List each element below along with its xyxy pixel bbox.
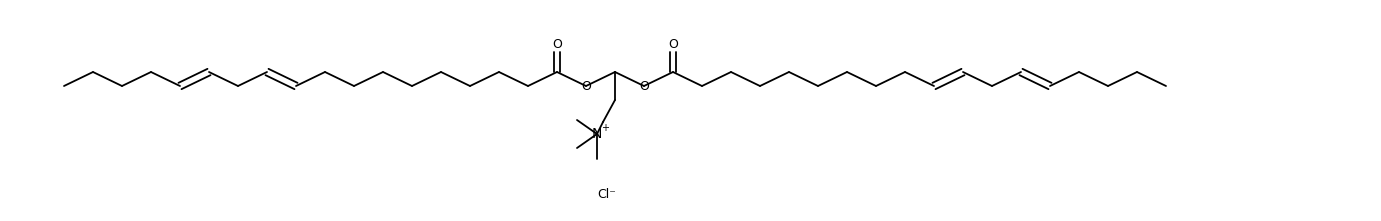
Text: +: + [601,123,609,133]
Text: N: N [592,127,602,141]
Text: O: O [581,80,591,93]
Text: O: O [552,38,562,51]
Text: O: O [668,38,678,51]
Text: Cl⁻: Cl⁻ [598,187,616,200]
Text: O: O [639,80,649,93]
